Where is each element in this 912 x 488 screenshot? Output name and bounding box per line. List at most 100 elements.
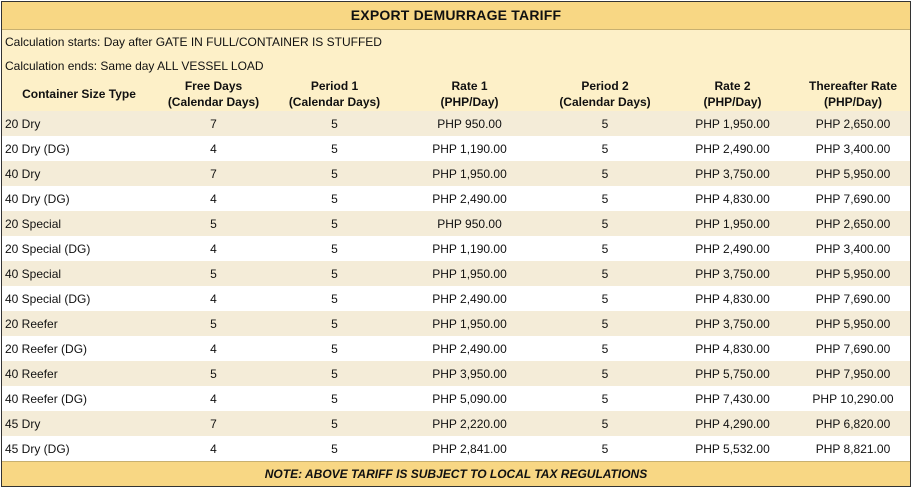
cell-period-2: 5 <box>541 411 669 436</box>
cell-container-size-type: 40 Special <box>2 261 156 286</box>
table-row: 45 Dry 7 5 PHP 2,220.00 5 PHP 4,290.00 PHP 6,8… <box>2 411 910 436</box>
header-period-1-unit: (Calendar Days) <box>288 95 381 109</box>
cell-rate-2: PHP 3,750.00 <box>669 311 796 336</box>
cell-rate-1: PHP 1,950.00 <box>398 161 541 186</box>
cell-rate-1: PHP 2,490.00 <box>398 286 541 311</box>
cell-free-days: 4 <box>156 186 271 211</box>
table-row: 40 Dry (DG) 4 5 PHP 2,490.00 5 PHP 4,830.00 PH… <box>2 186 910 211</box>
cell-rate-1: PHP 1,950.00 <box>398 311 541 336</box>
table-header-row: Container Size Type Free Days (Calendar … <box>2 77 910 111</box>
cell-period-2: 5 <box>541 186 669 211</box>
cell-thereafter-rate: PHP 8,821.00 <box>796 436 910 461</box>
header-rate-2: Rate 2 (PHP/Day) <box>669 77 796 111</box>
cell-thereafter-rate: PHP 5,950.00 <box>796 261 910 286</box>
table-row: 20 Reefer 5 5 PHP 1,950.00 5 PHP 3,750.00 PHP … <box>2 311 910 336</box>
cell-rate-1: PHP 950.00 <box>398 211 541 236</box>
cell-free-days: 5 <box>156 361 271 386</box>
cell-rate-1: PHP 2,490.00 <box>398 186 541 211</box>
cell-container-size-type: 20 Dry (DG) <box>2 136 156 161</box>
cell-period-2: 5 <box>541 386 669 411</box>
cell-period-2: 5 <box>541 336 669 361</box>
cell-free-days: 5 <box>156 311 271 336</box>
header-rate-1-unit: (PHP/Day) <box>440 95 499 109</box>
cell-rate-2: PHP 4,290.00 <box>669 411 796 436</box>
cell-rate-2: PHP 3,750.00 <box>669 261 796 286</box>
cell-free-days: 5 <box>156 261 271 286</box>
header-period-1-title: Period 1 <box>310 79 359 93</box>
cell-period-2: 5 <box>541 211 669 236</box>
cell-thereafter-rate: PHP 5,950.00 <box>796 311 910 336</box>
table-row: 20 Special 5 5 PHP 950.00 5 PHP 1,950.00 PHP 2… <box>2 211 910 236</box>
tariff-table-body: 20 Dry 7 5 PHP 950.00 5 PHP 1,950.00 PHP 2,650… <box>2 111 910 461</box>
cell-rate-1: PHP 5,090.00 <box>398 386 541 411</box>
tariff-table: Container Size Type Free Days (Calendar … <box>2 77 910 461</box>
header-period-2: Period 2 (Calendar Days) <box>541 77 669 111</box>
cell-rate-1: PHP 2,841.00 <box>398 436 541 461</box>
cell-rate-2: PHP 2,490.00 <box>669 236 796 261</box>
cell-container-size-type: 20 Reefer <box>2 311 156 336</box>
cell-thereafter-rate: PHP 6,820.00 <box>796 411 910 436</box>
table-row: 20 Dry 7 5 PHP 950.00 5 PHP 1,950.00 PHP 2,650… <box>2 111 910 136</box>
cell-period-2: 5 <box>541 261 669 286</box>
header-thereafter-unit: (PHP/Day) <box>823 95 882 109</box>
table-row: 40 Special (DG) 4 5 PHP 2,490.00 5 PHP 4,830.… <box>2 286 910 311</box>
table-row: 45 Dry (DG) 4 5 PHP 2,841.00 5 PHP 5,532.00 PH… <box>2 436 910 461</box>
header-rate-1: Rate 1 (PHP/Day) <box>398 77 541 111</box>
cell-free-days: 4 <box>156 236 271 261</box>
cell-rate-1: PHP 3,950.00 <box>398 361 541 386</box>
cell-container-size-type: 20 Dry <box>2 111 156 136</box>
cell-free-days: 5 <box>156 211 271 236</box>
cell-thereafter-rate: PHP 7,690.00 <box>796 336 910 361</box>
cell-container-size-type: 45 Dry <box>2 411 156 436</box>
header-thereafter-rate: Thereafter Rate (PHP/Day) <box>796 77 910 111</box>
cell-period-1: 5 <box>271 236 398 261</box>
cell-container-size-type: 20 Special (DG) <box>2 236 156 261</box>
cell-thereafter-rate: PHP 3,400.00 <box>796 136 910 161</box>
cell-period-1: 5 <box>271 311 398 336</box>
cell-container-size-type: 20 Special <box>2 211 156 236</box>
cell-rate-1: PHP 2,490.00 <box>398 336 541 361</box>
cell-container-size-type: 20 Reefer (DG) <box>2 336 156 361</box>
header-rate-1-title: Rate 1 <box>451 79 488 93</box>
table-row: 40 Reefer 5 5 PHP 3,950.00 5 PHP 5,750.00 PHP … <box>2 361 910 386</box>
cell-period-2: 5 <box>541 361 669 386</box>
cell-rate-1: PHP 1,190.00 <box>398 136 541 161</box>
cell-rate-2: PHP 5,532.00 <box>669 436 796 461</box>
footer-note: NOTE: ABOVE TARIFF IS SUBJECT TO LOCAL T… <box>2 461 910 486</box>
header-free-days-title: Free Days <box>184 79 243 93</box>
cell-free-days: 7 <box>156 411 271 436</box>
cell-rate-2: PHP 2,490.00 <box>669 136 796 161</box>
cell-period-2: 5 <box>541 136 669 161</box>
cell-period-1: 5 <box>271 361 398 386</box>
cell-container-size-type: 40 Special (DG) <box>2 286 156 311</box>
cell-rate-2: PHP 5,750.00 <box>669 361 796 386</box>
cell-rate-2: PHP 4,830.00 <box>669 286 796 311</box>
cell-thereafter-rate: PHP 2,650.00 <box>796 211 910 236</box>
header-thereafter-title: Thereafter Rate <box>808 79 898 93</box>
table-row: 40 Special 5 5 PHP 1,950.00 5 PHP 3,750.00 PHP… <box>2 261 910 286</box>
table-row: 40 Reefer (DG) 4 5 PHP 5,090.00 5 PHP 7,430.0… <box>2 386 910 411</box>
cell-period-1: 5 <box>271 286 398 311</box>
cell-rate-2: PHP 7,430.00 <box>669 386 796 411</box>
cell-period-2: 5 <box>541 436 669 461</box>
cell-period-2: 5 <box>541 311 669 336</box>
calculation-end-note: Calculation ends: Same day ALL VESSEL LO… <box>2 54 910 77</box>
header-container-label: Container Size Type <box>22 87 136 101</box>
cell-period-1: 5 <box>271 211 398 236</box>
table-row: 20 Dry (DG) 4 5 PHP 1,190.00 5 PHP 2,490.00 PH… <box>2 136 910 161</box>
header-period-2-unit: (Calendar Days) <box>559 95 651 109</box>
cell-container-size-type: 40 Reefer <box>2 361 156 386</box>
cell-thereafter-rate: PHP 10,290.00 <box>796 386 910 411</box>
cell-thereafter-rate: PHP 2,650.00 <box>796 111 910 136</box>
header-container-size-type: Container Size Type <box>2 77 156 111</box>
cell-thereafter-rate: PHP 7,690.00 <box>796 186 910 211</box>
cell-free-days: 4 <box>156 436 271 461</box>
cell-period-1: 5 <box>271 386 398 411</box>
cell-period-2: 5 <box>541 286 669 311</box>
header-free-days-unit: (Calendar Days) <box>167 95 260 109</box>
cell-period-1: 5 <box>271 436 398 461</box>
cell-rate-1: PHP 1,950.00 <box>398 261 541 286</box>
cell-period-1: 5 <box>271 411 398 436</box>
cell-thereafter-rate: PHP 3,400.00 <box>796 236 910 261</box>
